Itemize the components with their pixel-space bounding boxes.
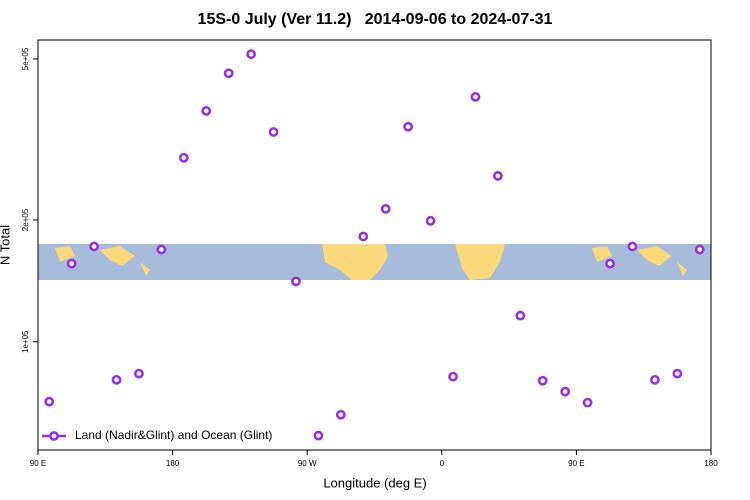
point <box>246 49 257 60</box>
point <box>335 409 346 420</box>
y-axis-label: N Total <box>0 225 12 265</box>
chart-title: 15S-0 July (Ver 11.2) 2014-09-06 to 2024… <box>198 11 553 28</box>
point <box>537 375 548 386</box>
point <box>313 430 324 441</box>
point <box>650 374 660 385</box>
plot-frame <box>37 39 712 451</box>
point <box>268 127 279 137</box>
y-tick-label: 1e+05 <box>21 330 30 353</box>
point <box>560 386 571 397</box>
land <box>455 244 505 280</box>
point <box>201 106 212 116</box>
point <box>111 374 122 385</box>
legend-label: Land (Nadir&Glint) and Ocean (Glint) <box>75 428 272 442</box>
point <box>380 203 391 214</box>
x-tick-label: 90 E <box>30 459 46 468</box>
point <box>291 276 301 287</box>
point <box>44 396 55 407</box>
x-tick-label: 90 E <box>568 459 584 468</box>
x-tick-label: 180 <box>704 459 718 468</box>
point <box>156 244 167 255</box>
x-tick-label: 0 <box>440 459 445 468</box>
point <box>492 170 503 181</box>
point <box>515 310 526 321</box>
point <box>627 241 638 252</box>
point <box>470 91 481 102</box>
land <box>55 246 150 276</box>
point <box>178 152 189 163</box>
point <box>403 121 414 132</box>
point <box>66 258 77 269</box>
point <box>582 397 593 408</box>
map-band <box>38 244 711 280</box>
point <box>694 244 705 255</box>
point <box>672 368 683 379</box>
y-tick-label: 2e+05 <box>21 208 30 231</box>
point <box>89 241 99 252</box>
x-tick-label: 180 <box>166 459 180 468</box>
point <box>448 371 458 382</box>
point <box>223 68 234 79</box>
point <box>134 368 144 379</box>
land <box>322 244 388 280</box>
x-axis-label: Longitude (deg E) <box>323 475 426 490</box>
point <box>358 231 369 242</box>
point <box>425 215 436 226</box>
legend-marker <box>49 431 59 441</box>
point <box>605 258 615 269</box>
y-tick-label: 5e+05 <box>21 47 30 70</box>
land <box>592 246 687 276</box>
x-tick-label: 90 W <box>298 459 317 468</box>
